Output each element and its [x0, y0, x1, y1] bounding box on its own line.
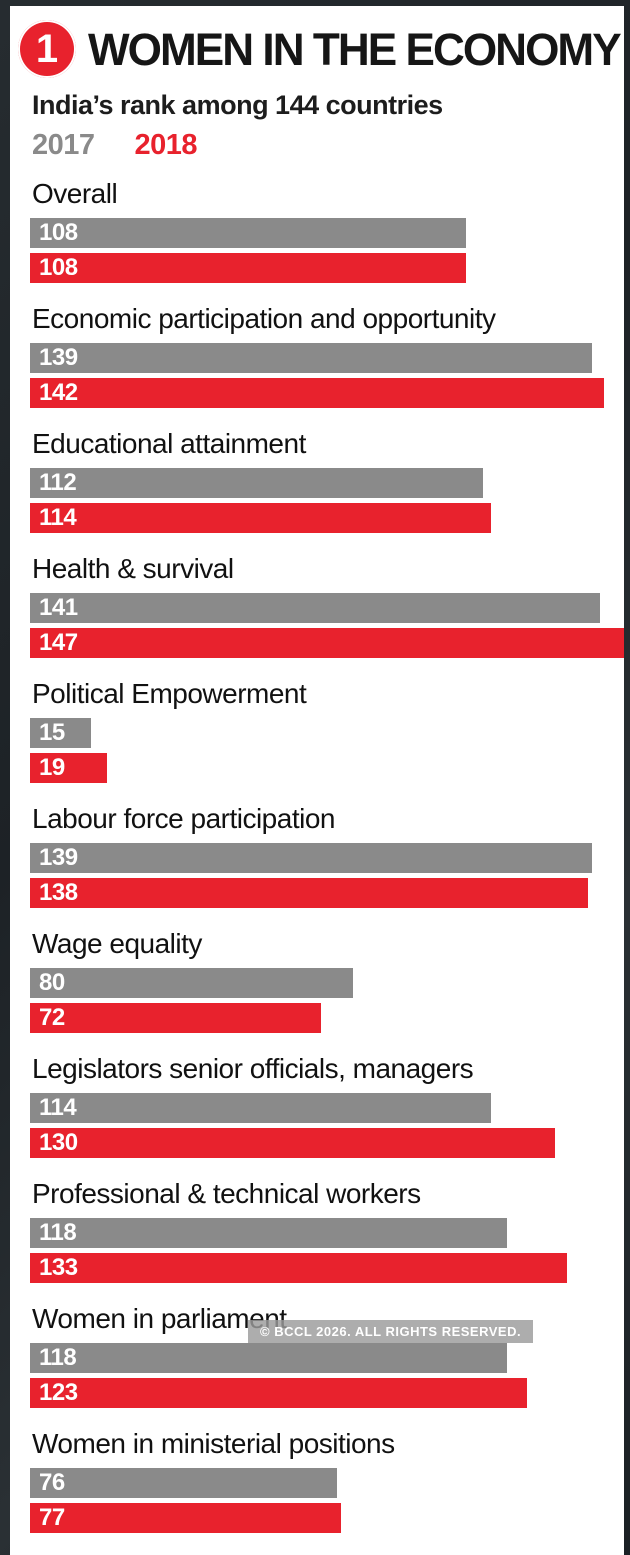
- bar-value: 114: [39, 504, 77, 531]
- bar-value: 76: [39, 1469, 65, 1496]
- category-label: Overall: [32, 178, 118, 209]
- bar-value: 138: [39, 879, 78, 906]
- bar-pair: 76 77: [30, 1468, 624, 1533]
- legend-item-2018: 2018: [134, 129, 198, 161]
- category-label: Economic participation and opportunity: [32, 303, 496, 334]
- bar-2018: 130: [30, 1128, 556, 1158]
- bar-2017: 139: [30, 843, 592, 873]
- bar-2018: 114: [30, 503, 491, 533]
- header: 1 WOMEN IN THE ECONOMY: [10, 6, 624, 78]
- bar-value: 147: [39, 629, 78, 656]
- bar-pair: 80 72: [30, 968, 624, 1033]
- chart: Overall 108 108 Economic participation and …: [10, 178, 624, 1533]
- bar-value: 139: [39, 344, 78, 371]
- bar-2018: 19: [30, 753, 107, 783]
- infographic-card: 1 WOMEN IN THE ECONOMY India’s rank amon…: [10, 6, 624, 1555]
- bar-value: 118: [39, 1344, 77, 1371]
- chart-section: Women in parliament 118 123: [10, 1303, 624, 1408]
- bar-value: 141: [39, 594, 78, 621]
- bar-2017: 80: [30, 968, 354, 998]
- bar-pair: 139 138: [30, 843, 624, 908]
- bar-pair: 114 130: [30, 1093, 624, 1158]
- bar-2017: 108: [30, 218, 467, 248]
- chart-section: Legislators senior officials, managers 11…: [10, 1053, 624, 1158]
- bar-value: 142: [39, 379, 78, 406]
- bar-pair: 141 147: [30, 593, 624, 658]
- bar-2018: 108: [30, 253, 467, 283]
- category-label: Legislators senior officials, managers: [32, 1053, 474, 1084]
- bar-value: 123: [39, 1379, 78, 1406]
- chart-section: Political Empowerment 15 19: [10, 678, 624, 783]
- subtitle: India’s rank among 144 countries: [32, 90, 443, 120]
- chart-section: Labour force participation 139 138: [10, 803, 624, 908]
- bar-value: 114: [39, 1094, 77, 1121]
- chart-section: Health & survival 141 147: [10, 553, 624, 658]
- category-label: Health & survival: [32, 553, 234, 584]
- category-label: Political Empowerment: [32, 678, 307, 709]
- bar-pair: 139 142: [30, 343, 624, 408]
- bar-pair: 112 114: [30, 468, 624, 533]
- bar-2018: 147: [30, 628, 624, 658]
- bar-2018: 138: [30, 878, 588, 908]
- bar-2017: 141: [30, 593, 600, 623]
- bar-2017: 114: [30, 1093, 491, 1123]
- bar-value: 112: [39, 469, 77, 496]
- bar-pair: 108 108: [30, 218, 624, 283]
- bar-pair: 118 123: [30, 1343, 624, 1408]
- category-label: Labour force participation: [32, 803, 335, 834]
- bar-value: 108: [39, 219, 78, 246]
- category-label: Wage equality: [32, 928, 202, 959]
- bar-value: 77: [39, 1504, 65, 1531]
- bar-2017: 76: [30, 1468, 338, 1498]
- bar-value: 19: [39, 754, 65, 781]
- chart-section: Educational attainment 112 114: [10, 428, 624, 533]
- bar-2017: 112: [30, 468, 483, 498]
- chart-section: Wage equality 80 72: [10, 928, 624, 1033]
- category-label: Women in ministerial positions: [32, 1428, 395, 1459]
- bar-value: 108: [39, 254, 78, 281]
- bar-value: 133: [39, 1254, 78, 1281]
- category-label: Women in parliament: [32, 1303, 287, 1334]
- legend-item-2017: 2017: [32, 129, 95, 161]
- bar-pair: 15 19: [30, 718, 624, 783]
- bar-value: 80: [39, 969, 65, 996]
- watermark: © BCCL 2026. ALL RIGHTS RESERVED.: [248, 1320, 534, 1343]
- bar-2018: 123: [30, 1378, 528, 1408]
- chart-section: Economic participation and opportunity 13…: [10, 303, 624, 408]
- bar-2018: 72: [30, 1003, 321, 1033]
- bar-2017: 139: [30, 343, 592, 373]
- bar-value: 15: [39, 719, 65, 746]
- category-label: Educational attainment: [32, 428, 306, 459]
- bar-pair: 118 133: [30, 1218, 624, 1283]
- bar-value: 72: [39, 1004, 65, 1031]
- bar-value: 139: [39, 844, 78, 871]
- chart-section: Overall 108 108: [10, 178, 624, 283]
- legend: 2017 2018: [10, 129, 624, 162]
- bar-2018: 133: [30, 1253, 568, 1283]
- chart-section: Women in ministerial positions 76 77: [10, 1428, 624, 1533]
- bar-2017: 118: [30, 1343, 507, 1373]
- bar-2017: 15: [30, 718, 91, 748]
- bar-2017: 118: [30, 1218, 507, 1248]
- category-label: Professional & technical workers: [32, 1178, 421, 1209]
- bar-2018: 77: [30, 1503, 342, 1533]
- bar-value: 130: [39, 1129, 78, 1156]
- number-badge: 1: [18, 20, 76, 78]
- chart-section: Professional & technical workers 118 133: [10, 1178, 624, 1283]
- bar-2018: 142: [30, 378, 604, 408]
- page-title: WOMEN IN THE ECONOMY: [88, 23, 622, 75]
- bar-value: 118: [39, 1219, 77, 1246]
